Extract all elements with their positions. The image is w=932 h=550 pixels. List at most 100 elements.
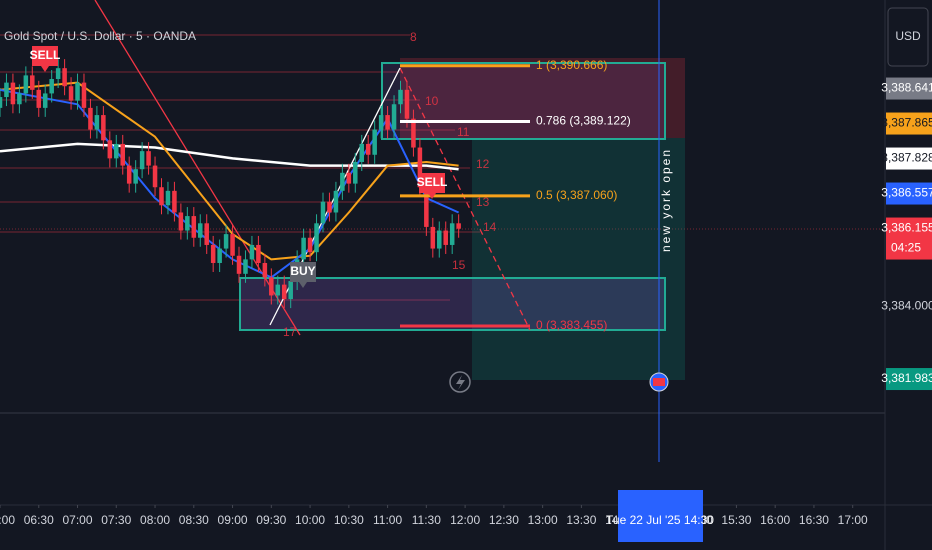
price-badge-label: 3,388.641: [881, 81, 932, 95]
candle-body: [327, 201, 332, 213]
demand-zone: [239, 277, 666, 331]
candle-body: [55, 68, 61, 80]
candle-body: [288, 281, 293, 300]
candle-body: [249, 244, 255, 260]
x-tick-label: 15:30: [721, 513, 751, 527]
moving-average: [0, 81, 459, 261]
trend-count: 8: [410, 30, 417, 44]
fib-label: 0.5 (3,387.060): [536, 188, 617, 202]
x-tick-label: 11:30: [412, 513, 441, 527]
candle-body: [42, 93, 48, 108]
trend-count: 17: [283, 325, 297, 339]
candle-body: [101, 115, 106, 141]
candle-body: [172, 190, 177, 213]
trend-count: 10: [425, 94, 439, 108]
plot-area: 1 (3,390.666) 0.786 (3,389.122) 0.5 (3,387…: [0, 0, 885, 462]
x-tick-label: 09:00: [218, 513, 248, 527]
candle-body: [378, 115, 384, 130]
candle-body: [456, 223, 461, 229]
trend-count: 11: [457, 125, 470, 139]
price-badge-label: 3,386.557: [881, 186, 932, 200]
candle-body: [146, 151, 151, 166]
y-tick-label: 3,384.000: [881, 298, 932, 312]
target-zone: [472, 138, 685, 380]
candle-body: [217, 248, 222, 263]
event-icon: [449, 371, 471, 393]
candle-body: [307, 237, 313, 253]
axes: 3,384.000 06:00 06:30 07:00 07:30 08:00 08:30 0…: [0, 77, 932, 542]
candle-body: [365, 143, 371, 155]
signal-marker: [419, 173, 445, 199]
candle-body: [139, 151, 145, 170]
trend-count: 14: [483, 220, 497, 234]
fib-label: 0.786 (3,389.122): [536, 114, 631, 128]
candle-body: [346, 172, 352, 184]
candle-body: [75, 82, 80, 101]
x-tick-label: 06:30: [24, 513, 54, 527]
candle-body: [269, 277, 274, 296]
candle-body: [314, 223, 319, 253]
crosshair-label: Tue 22 Jul '25 14:30: [606, 513, 714, 527]
signal-marker: [290, 262, 316, 288]
x-tick-label: 07:00: [63, 513, 93, 527]
signal-label: BUY: [290, 264, 315, 278]
candle-body: [320, 201, 326, 224]
candle-body: [159, 187, 164, 206]
x-tick-label: 07:30: [101, 513, 131, 527]
price-badge-label: 3,386.155: [881, 221, 932, 235]
x-tick-label: 06:00: [0, 513, 15, 527]
signal-marker: [32, 46, 58, 72]
candle-body: [204, 223, 209, 245]
candle-body: [359, 143, 365, 162]
candle-body: [197, 223, 203, 238]
price-badge: [886, 147, 932, 170]
trend-count: 13: [476, 195, 490, 209]
x-tick-label: 16:00: [760, 513, 790, 527]
candle-body: [49, 79, 54, 94]
currency-label[interactable]: USD: [895, 29, 921, 43]
candle-body: [191, 216, 197, 238]
candle-body: [107, 140, 113, 159]
candle-body: [333, 190, 339, 213]
candle-body: [385, 115, 390, 130]
candle-body: [443, 230, 448, 245]
price-badge-label: 3,387.865: [881, 116, 932, 130]
candle-body: [152, 165, 158, 188]
candle-body: [411, 118, 416, 148]
candle-body: [243, 259, 248, 274]
currency-button[interactable]: [887, 7, 929, 67]
candle-body: [340, 172, 345, 191]
x-tick-label: 13:30: [566, 513, 596, 527]
candle-body: [30, 75, 35, 90]
x-tick-label: 10:00: [295, 513, 325, 527]
x-tick-label: 13:00: [528, 513, 558, 527]
fib-label: 0 (3,383.455): [536, 318, 607, 332]
x-tick-label: 12:30: [489, 513, 519, 527]
candle-body: [0, 97, 3, 108]
trend-count: 12: [476, 157, 490, 171]
x-tick-label: 17:00: [838, 513, 868, 527]
candle-body: [36, 89, 42, 108]
candle-body: [17, 93, 22, 105]
trend-line: [399, 67, 531, 331]
candle-body: [88, 107, 93, 130]
signal-label: SELL: [30, 48, 61, 62]
candle-body: [94, 115, 100, 130]
trend-count: 15: [452, 258, 466, 272]
price-badge-label: 3,381.983: [881, 371, 932, 385]
x-tick-label: 09:30: [256, 513, 286, 527]
drawings: [0, 0, 885, 462]
candle-body: [185, 216, 190, 231]
candle-body: [210, 244, 216, 263]
candle-body: [404, 89, 410, 119]
trend-line: [94, 0, 301, 336]
price-badge: [886, 112, 932, 135]
candle-body: [114, 143, 119, 159]
price-badge: [886, 77, 932, 100]
x-tick-label: 11:00: [373, 513, 402, 527]
candle-body: [275, 284, 281, 296]
price-badge: [886, 217, 932, 260]
